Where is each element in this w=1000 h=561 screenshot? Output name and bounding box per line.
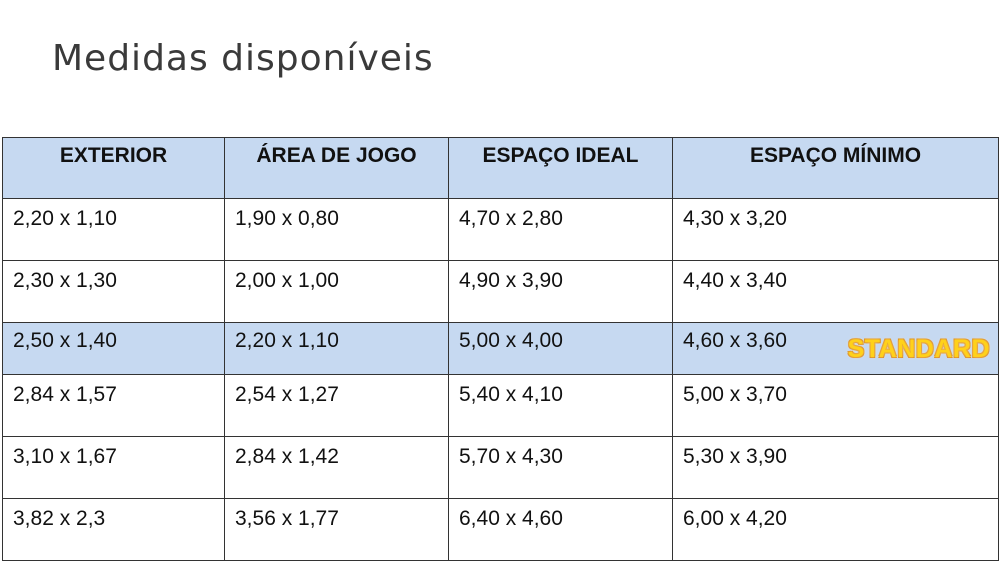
cell: 3,56 x 1,77 [224, 498, 449, 561]
cell: 2,20 x 1,10 [224, 322, 449, 375]
cell: 5,70 x 4,30 [448, 436, 673, 499]
title: Medidas disponíveis [52, 38, 434, 79]
cell: 4,60 x 3,60 STANDARD [672, 322, 999, 375]
cell: 4,30 x 3,20 [672, 198, 999, 261]
highlighted-row: 2,50 x 1,40 2,20 x 1,10 5,00 x 4,00 4,60… [2, 322, 999, 375]
header-cell: ESPAÇO IDEAL [448, 137, 673, 199]
row: 3,10 x 1,67 2,84 x 1,42 5,70 x 4,30 5,30… [2, 436, 999, 499]
cell: 4,70 x 2,80 [448, 198, 673, 261]
cell: 2,54 x 1,27 [224, 374, 449, 437]
cell: 2,50 x 1,40 [2, 322, 225, 375]
cell: 2,84 x 1,57 [2, 374, 225, 437]
cell: 3,10 x 1,67 [2, 436, 225, 499]
cell: 5,00 x 4,00 [448, 322, 673, 375]
cell: 5,40 x 4,10 [448, 374, 673, 437]
cell: 6,40 x 4,60 [448, 498, 673, 561]
row: 2,20 x 1,10 1,90 x 0,80 4,70 x 2,80 4,30… [2, 198, 999, 261]
header-cell: EXTERIOR [2, 137, 225, 199]
row: 2,84 x 1,57 2,54 x 1,27 5,40 x 4,10 5,00… [2, 374, 999, 437]
cell: 5,00 x 3,70 [672, 374, 999, 437]
cell: 2,00 x 1,00 [224, 260, 449, 323]
cell: 6,00 x 4,20 [672, 498, 999, 561]
cell: 2,30 x 1,30 [2, 260, 225, 323]
badge: STANDARD [847, 335, 990, 363]
cell: 2,84 x 1,42 [224, 436, 449, 499]
cell: 5,30 x 3,90 [672, 436, 999, 499]
row: 2,30 x 1,30 2,00 x 1,00 4,90 x 3,90 4,40… [2, 260, 999, 323]
cell: 1,90 x 0,80 [224, 198, 449, 261]
sizes-table: EXTERIOR ÁREA DE JOGO ESPAÇO IDEAL ESPAÇ… [2, 137, 999, 561]
cell: 2,20 x 1,10 [2, 198, 225, 261]
header-cell: ESPAÇO MÍNIMO [672, 137, 999, 199]
row: 3,82 x 2,3 3,56 x 1,77 6,40 x 4,60 6,00 … [2, 498, 999, 561]
cell: 4,90 x 3,90 [448, 260, 673, 323]
cell: 4,40 x 3,40 [672, 260, 999, 323]
header-cell: ÁREA DE JOGO [224, 137, 449, 199]
cell-text: 4,60 x 3,60 [683, 329, 787, 352]
cell: 3,82 x 2,3 [2, 498, 225, 561]
header-row: EXTERIOR ÁREA DE JOGO ESPAÇO IDEAL ESPAÇ… [2, 137, 999, 199]
